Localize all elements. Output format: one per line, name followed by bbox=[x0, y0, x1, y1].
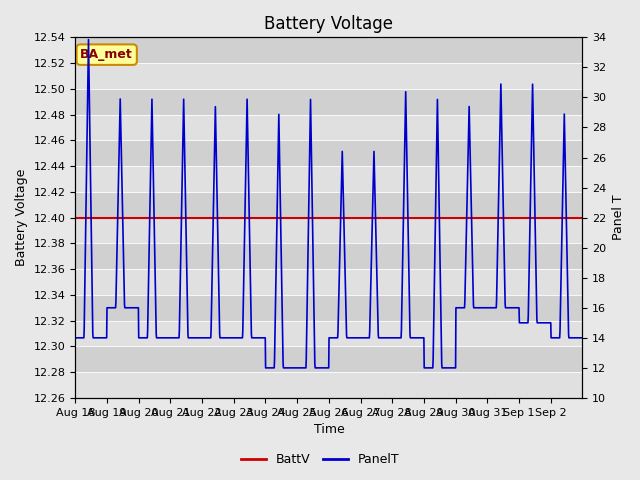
Bar bbox=[76, 37, 582, 63]
X-axis label: Time: Time bbox=[314, 423, 344, 436]
Bar bbox=[76, 192, 582, 217]
Y-axis label: Battery Voltage: Battery Voltage bbox=[15, 169, 28, 266]
Y-axis label: Panel T: Panel T bbox=[612, 195, 625, 240]
Title: Battery Voltage: Battery Voltage bbox=[264, 15, 394, 33]
Bar bbox=[76, 347, 582, 372]
Bar bbox=[76, 63, 582, 89]
Bar bbox=[76, 243, 582, 269]
Bar bbox=[76, 321, 582, 347]
Bar bbox=[76, 166, 582, 192]
Bar bbox=[76, 140, 582, 166]
Bar bbox=[76, 217, 582, 243]
Bar bbox=[76, 295, 582, 321]
Bar bbox=[76, 269, 582, 295]
Legend: BattV, PanelT: BattV, PanelT bbox=[236, 448, 404, 471]
Bar bbox=[76, 89, 582, 115]
Bar bbox=[76, 115, 582, 140]
Bar bbox=[76, 372, 582, 398]
Text: BA_met: BA_met bbox=[81, 48, 133, 61]
